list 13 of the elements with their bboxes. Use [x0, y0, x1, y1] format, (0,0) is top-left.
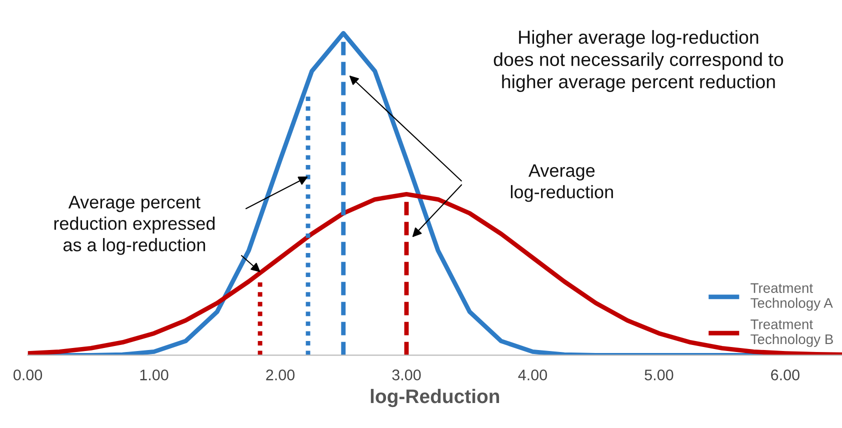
legend-label: Treatment Technology A: [750, 283, 833, 311]
x-tick-label: 4.00: [518, 370, 547, 380]
x-tick-label: 5.00: [644, 370, 674, 380]
x-tick-label: 6.00: [771, 370, 800, 380]
x-tick-label: 1.00: [140, 370, 168, 380]
annotation: Average log-reduction: [510, 164, 613, 202]
x-axis-title: log-Reduction: [370, 388, 500, 408]
x-tick-label: 0.00: [14, 370, 42, 380]
x-tick-label: 3.00: [392, 370, 421, 380]
annotation: Average percent reduction expressed as a log-reduction: [54, 196, 215, 255]
legend-label: Treatment Technology B: [750, 320, 833, 347]
annotation: Higher average log-reduction does not necessarily correspond to higher average percent reduction: [494, 30, 784, 92]
x-tick-label: 2.00: [266, 370, 295, 380]
